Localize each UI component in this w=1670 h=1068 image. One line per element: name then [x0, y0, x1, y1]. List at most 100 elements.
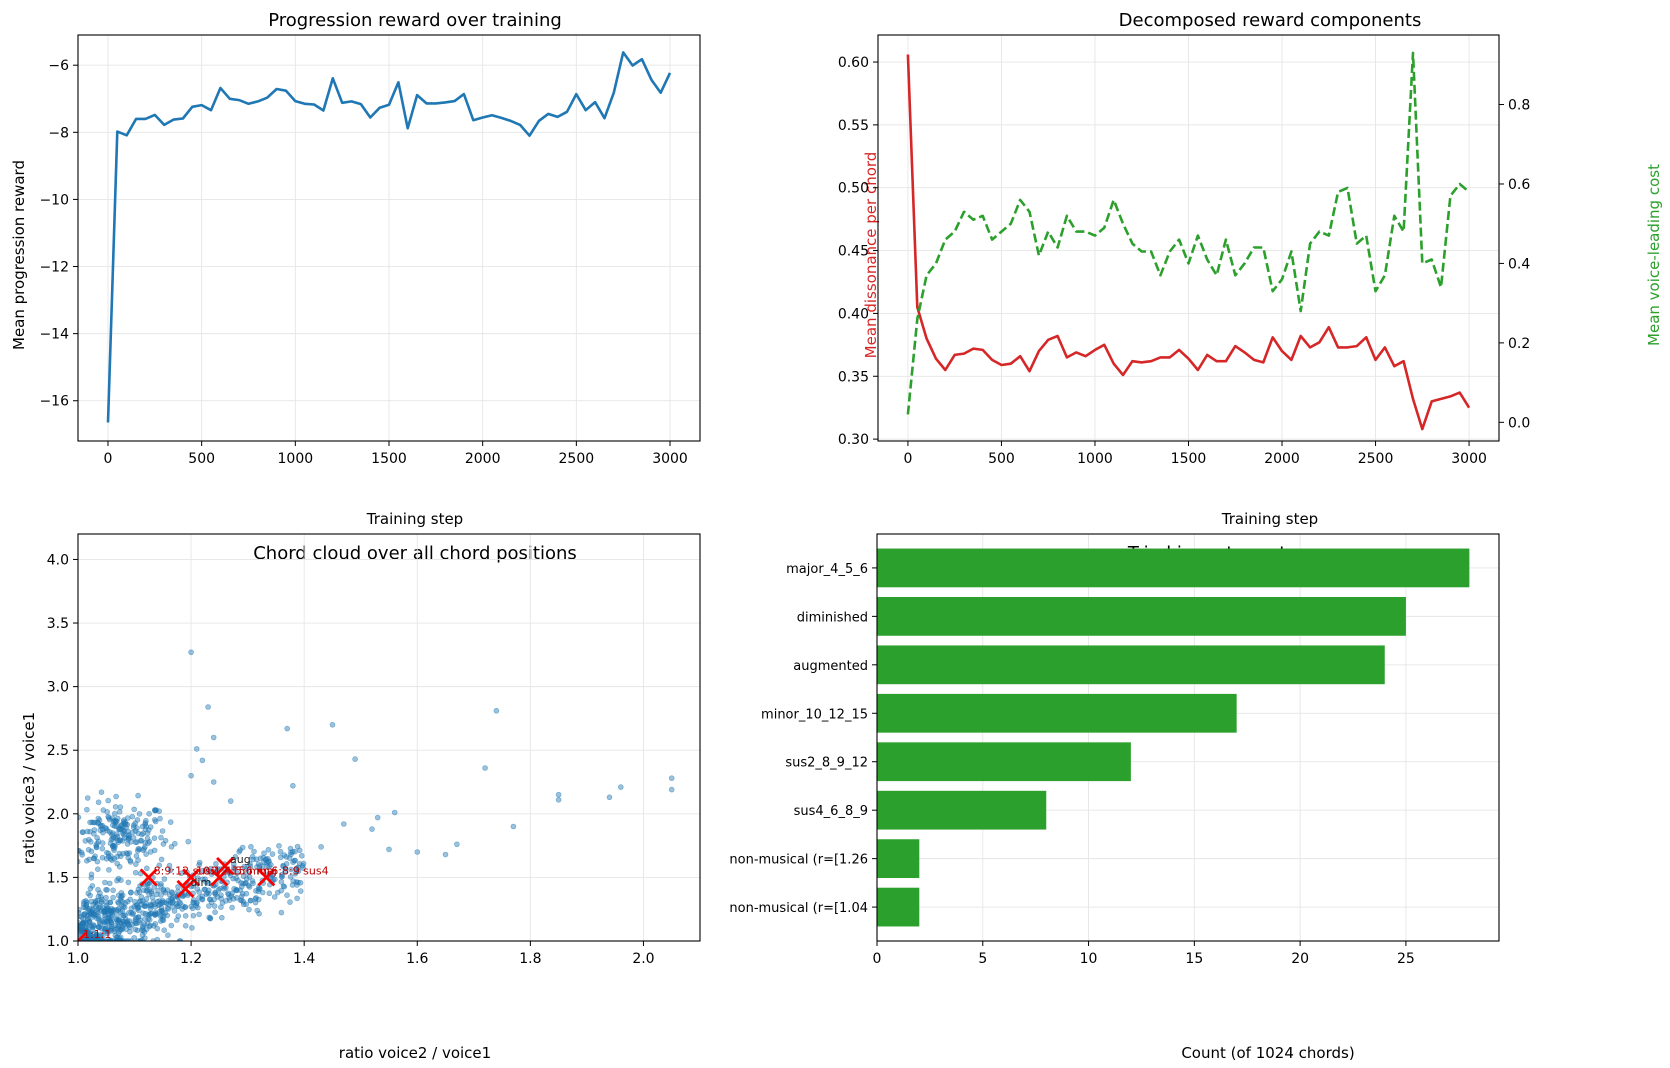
x-tick-label: 0: [104, 451, 113, 467]
scatter-point: [168, 895, 174, 902]
scatter-point: [247, 897, 254, 904]
panel-progression-reward: Progression reward over training Trainin…: [10, 10, 701, 528]
scatter-point: [182, 904, 189, 911]
scatter-point: [134, 905, 141, 912]
scatter-point: [116, 917, 123, 924]
scatter-point: [78, 907, 82, 913]
scatter-point: [289, 882, 296, 888]
scatter-point: [116, 850, 123, 857]
scatter-point: [158, 834, 164, 841]
scatter-point: [248, 843, 254, 850]
scatter-point: [196, 889, 202, 895]
scatter-point: [288, 866, 294, 873]
scatter-point: [256, 863, 263, 869]
scatter-point: [130, 834, 137, 841]
scatter-point: [194, 886, 201, 892]
scatter-point: [152, 920, 159, 927]
x-tick-label: 0: [903, 451, 912, 467]
scatter-point: [369, 826, 375, 832]
scatter-point: [145, 915, 152, 922]
scatter-point: [233, 886, 240, 893]
scatter-point: [129, 813, 136, 820]
scatter-point: [99, 822, 106, 829]
scatter-point: [142, 821, 148, 828]
category-label: diminished: [797, 610, 868, 625]
plot-frame: [876, 533, 1500, 942]
y-tick-label: 2.0: [47, 807, 69, 823]
scatter-point: [292, 848, 298, 855]
panel-decomposed-reward: Decomposed reward components Training st…: [838, 10, 1663, 528]
x-tick-label: 1500: [1171, 451, 1207, 467]
bar: [877, 839, 920, 879]
bar: [877, 887, 920, 927]
x-axis-label: Training step: [366, 510, 463, 528]
scatter-point: [281, 883, 288, 890]
scatter-point: [213, 860, 219, 867]
scatter-point: [112, 810, 118, 817]
scatter-point: [127, 857, 133, 864]
scatter-point: [107, 938, 114, 941]
scatter-point: [128, 905, 135, 912]
scatter-point: [126, 832, 132, 838]
scatter-point: [134, 927, 141, 934]
scatter-point: [89, 883, 96, 889]
x-tick-label: 15: [1185, 951, 1203, 967]
scatter-point: [132, 869, 139, 876]
scatter-point: [137, 917, 144, 924]
scatter-point: [102, 879, 108, 886]
scatter-point: [166, 862, 173, 869]
scatter-point: [135, 792, 141, 799]
scatter-point: [174, 917, 180, 923]
scatter-point: [284, 725, 291, 732]
scatter-point: [143, 896, 150, 902]
scatter-point: [204, 890, 211, 896]
scatter-point: [246, 874, 253, 880]
x-tick-label: 500: [188, 451, 215, 467]
scatter-point: [88, 874, 95, 881]
scatter-point: [244, 865, 250, 872]
x-tick-label: 10: [1080, 951, 1098, 967]
y-tick-label: 1.5: [47, 870, 69, 886]
bar: [877, 645, 1385, 685]
bar: [877, 790, 1047, 830]
scatter-point: [152, 912, 158, 918]
scatter-point: [135, 848, 141, 854]
scatter-point: [114, 833, 121, 840]
scatter-point: [110, 818, 117, 825]
scatter-point: [168, 922, 175, 929]
scatter-point: [217, 885, 223, 892]
scatter-point: [140, 927, 146, 934]
scatter-point: [147, 903, 153, 909]
x-tick-label: 0: [873, 951, 882, 967]
scatter-point: [218, 892, 224, 898]
reference-marker-label: 8:9:12 sus2: [154, 864, 218, 877]
scatter-point: [79, 851, 85, 858]
scatter-point: [157, 815, 163, 822]
scatter-point: [290, 878, 297, 884]
scatter-point: [243, 890, 250, 897]
scatter-point: [98, 899, 105, 906]
scatter-point: [147, 824, 154, 830]
scatter-point: [95, 866, 101, 873]
scatter-point: [211, 890, 218, 896]
scatter-point: [296, 860, 303, 867]
scatter-point: [78, 848, 82, 854]
scatter-point: [158, 892, 164, 898]
scatter-point: [84, 795, 91, 801]
scatter-point: [206, 880, 212, 887]
bar: [877, 596, 1406, 636]
x-tick-label: 3000: [652, 451, 688, 467]
scatter-point: [140, 847, 146, 853]
scatter-point: [454, 841, 460, 848]
scatter-point: [294, 843, 301, 850]
scatter-point: [196, 911, 202, 918]
scatter-point: [80, 904, 87, 911]
scatter-point: [188, 772, 194, 779]
scatter-point: [90, 911, 97, 918]
scatter-point: [78, 913, 82, 920]
category-label: minor_10_12_15: [761, 707, 868, 722]
scatter-point: [243, 876, 250, 882]
bar: [877, 548, 1470, 588]
scatter-point: [98, 789, 105, 796]
scatter-point: [261, 850, 267, 857]
